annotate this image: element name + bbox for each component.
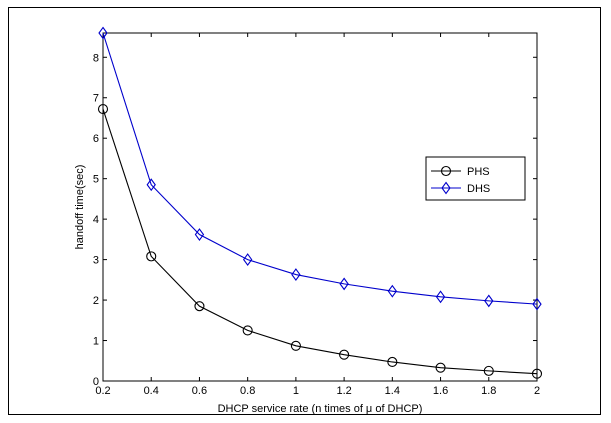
data-point-phs xyxy=(242,325,253,336)
y-tick-label: 5 xyxy=(93,174,99,186)
data-point-phs xyxy=(146,251,157,262)
x-tick-label: 1.8 xyxy=(481,385,496,397)
x-tick-label: 2 xyxy=(534,385,540,397)
data-point-dhs xyxy=(146,178,156,192)
y-tick-label: 1 xyxy=(93,336,99,348)
series-line-dhs xyxy=(102,32,538,305)
data-point-dhs xyxy=(291,268,301,282)
legend-box xyxy=(425,156,526,201)
y-tick-label: 7 xyxy=(93,93,99,105)
data-point-phs xyxy=(97,104,109,115)
data-point-dhs xyxy=(194,228,205,241)
x-axis-label: DHCP service rate (n times of μ of DHCP) xyxy=(218,403,423,415)
y-tick-label: 3 xyxy=(93,255,99,267)
x-tick-label: 1.4 xyxy=(385,385,400,397)
x-tick-label: 0.4 xyxy=(144,385,159,397)
data-point-dhs xyxy=(242,253,253,267)
x-tick-label: 1 xyxy=(293,385,299,397)
data-point-phs xyxy=(435,362,446,373)
data-point-dhs xyxy=(98,26,108,40)
data-point-phs xyxy=(194,301,205,312)
y-axis-label: handoff time(sec) xyxy=(74,165,86,250)
y-axis-ticks: 0 1 2 3 4 5 6 7 8 xyxy=(93,52,537,388)
y-tick-label: 4 xyxy=(93,214,99,226)
legend-label-dhs: DHS xyxy=(467,183,490,195)
data-point-dhs xyxy=(435,290,446,304)
plot-area xyxy=(102,32,538,382)
legend-label-phs: PHS xyxy=(467,166,490,178)
data-point-dhs xyxy=(532,297,542,311)
data-point-phs xyxy=(339,349,350,360)
legend: PHS DHS xyxy=(425,156,526,201)
series-phs xyxy=(97,104,543,379)
x-tick-label: 0.6 xyxy=(192,385,207,397)
x-axis-ticks: 0.2 0.4 0.6 0.8 1 1.2 1.4 1.6 1.8 2 xyxy=(95,33,540,397)
y-tick-label: 6 xyxy=(93,133,99,145)
y-tick-label: 2 xyxy=(93,295,99,307)
legend-marker-dhs xyxy=(441,181,451,195)
x-tick-label: 1.6 xyxy=(433,385,448,397)
data-point-phs xyxy=(387,356,398,368)
x-tick-label: 0.2 xyxy=(95,385,110,397)
data-point-dhs xyxy=(339,277,349,291)
y-tick-label: 8 xyxy=(93,52,99,64)
y-tick-label: 0 xyxy=(93,376,99,388)
x-tick-label: 0.8 xyxy=(240,385,255,397)
series-line-phs xyxy=(102,108,538,375)
data-point-phs xyxy=(531,368,543,379)
data-point-phs xyxy=(290,340,301,351)
data-point-phs xyxy=(483,365,494,376)
legend-marker-phs xyxy=(440,165,452,177)
data-point-dhs xyxy=(387,284,398,298)
series-layer xyxy=(97,26,543,379)
data-point-dhs xyxy=(484,294,494,308)
series-dhs xyxy=(98,26,542,311)
x-tick-label: 1.2 xyxy=(336,385,351,397)
